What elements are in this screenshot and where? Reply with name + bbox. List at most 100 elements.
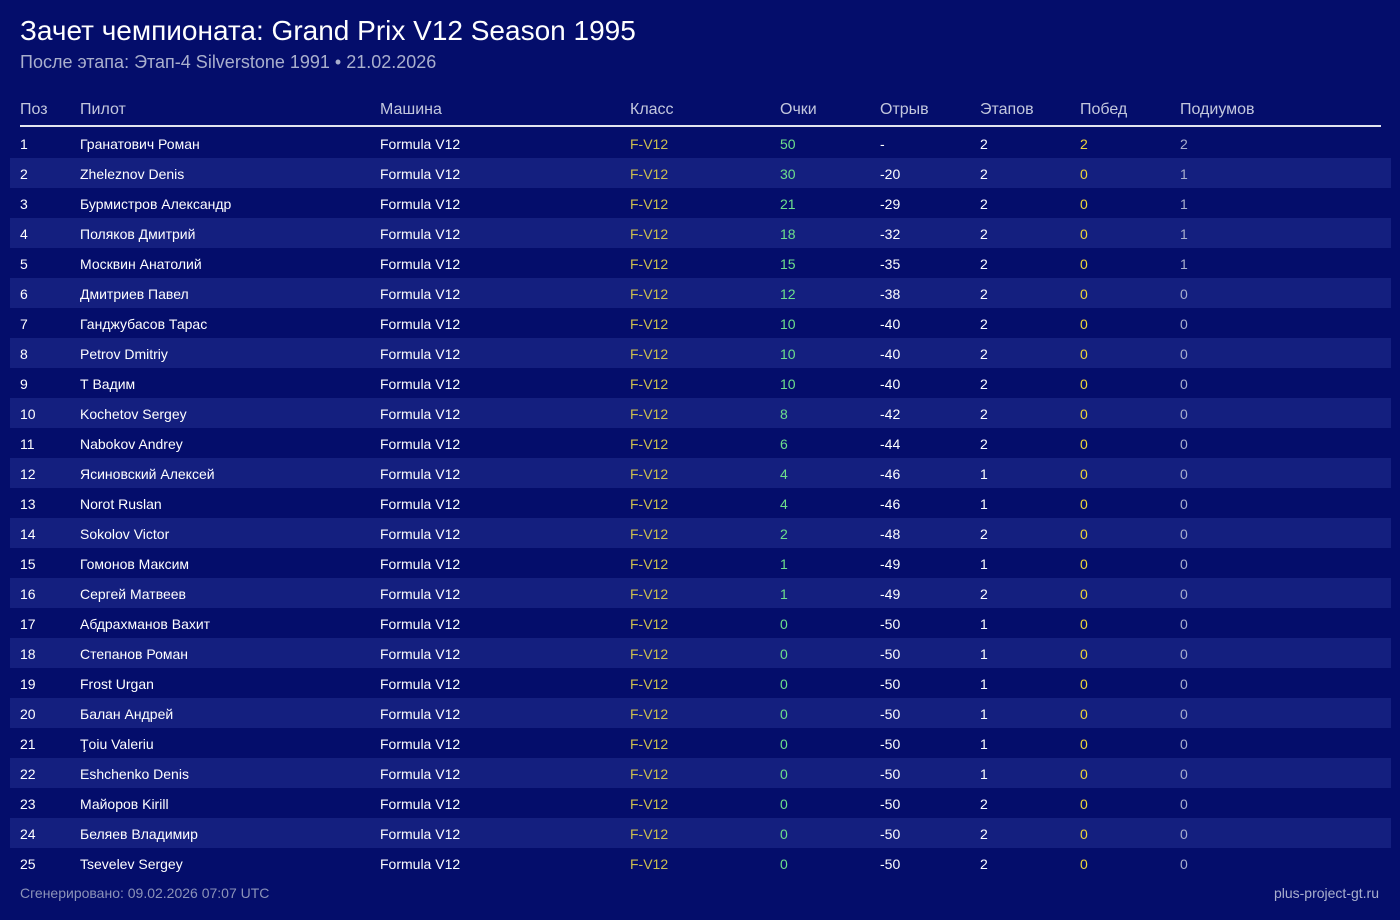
cell-gap: -50 — [880, 676, 901, 692]
cell-car: Formula V12 — [380, 346, 461, 362]
cell-points: 0 — [780, 646, 788, 662]
cell-car: Formula V12 — [380, 676, 461, 692]
cell-pos: 19 — [20, 676, 36, 692]
cell-stages: 2 — [980, 526, 988, 542]
cell-driver: Абдрахманов Вахит — [80, 616, 211, 632]
cell-points: 8 — [780, 406, 788, 422]
cell-wins: 0 — [1080, 556, 1088, 572]
column-header-driver: Пилот — [80, 101, 126, 118]
cell-stages: 2 — [980, 436, 988, 452]
table-row: 13 Norot Ruslan Formula V12 F-V12 4 -46 1 0 0 — [10, 488, 1391, 518]
cell-podiums: 0 — [1180, 376, 1188, 392]
cell-class: F-V12 — [630, 646, 669, 662]
cell-pos: 13 — [20, 496, 36, 512]
cell-gap: -50 — [880, 826, 901, 842]
cell-wins: 0 — [1080, 526, 1088, 542]
cell-stages: 1 — [980, 616, 988, 632]
cell-class: F-V12 — [630, 826, 669, 842]
cell-podiums: 0 — [1180, 316, 1188, 332]
cell-driver: Frost Urgan — [80, 676, 154, 692]
column-header-car: Машина — [380, 101, 442, 118]
cell-driver: Гомонов Максим — [80, 556, 190, 572]
table-row: 1 Гранатович Роман Formula V12 F-V12 50 - 2 2 2 — [10, 128, 1391, 158]
cell-class: F-V12 — [630, 136, 669, 152]
cell-points: 30 — [780, 166, 796, 182]
cell-gap: -50 — [880, 766, 901, 782]
cell-points: 0 — [780, 826, 788, 842]
cell-driver: Майоров Kirill — [80, 796, 169, 812]
cell-points: 1 — [780, 556, 788, 572]
cell-gap: -35 — [880, 256, 901, 272]
cell-driver: Гранатович Роман — [80, 136, 200, 152]
cell-car: Formula V12 — [380, 496, 461, 512]
cell-stages: 1 — [980, 496, 988, 512]
cell-car: Formula V12 — [380, 616, 461, 632]
cell-gap: -50 — [880, 616, 901, 632]
cell-class: F-V12 — [630, 196, 669, 212]
column-header-class: Класс — [630, 101, 674, 118]
cell-wins: 0 — [1080, 436, 1088, 452]
cell-podiums: 0 — [1180, 826, 1188, 842]
cell-points: 0 — [780, 856, 788, 872]
cell-wins: 0 — [1080, 796, 1088, 812]
cell-podiums: 0 — [1180, 466, 1188, 482]
column-header-pos: Поз — [20, 101, 48, 118]
cell-class: F-V12 — [630, 556, 669, 572]
column-header-gap: Отрыв — [880, 101, 929, 118]
cell-stages: 2 — [980, 346, 988, 362]
cell-wins: 0 — [1080, 766, 1088, 782]
cell-stages: 2 — [980, 286, 988, 302]
cell-class: F-V12 — [630, 256, 669, 272]
cell-car: Formula V12 — [380, 736, 461, 752]
cell-class: F-V12 — [630, 406, 669, 422]
cell-podiums: 1 — [1180, 166, 1188, 182]
cell-podiums: 0 — [1180, 556, 1188, 572]
cell-driver: Беляев Владимир — [80, 826, 198, 842]
cell-car: Formula V12 — [380, 316, 461, 332]
cell-class: F-V12 — [630, 706, 669, 722]
cell-driver: Petrov Dmitriy — [80, 346, 168, 362]
cell-driver: Nabokov Andrey — [80, 436, 183, 452]
cell-pos: 3 — [20, 196, 28, 212]
table-row: 15 Гомонов Максим Formula V12 F-V12 1 -49 1 0 0 — [10, 548, 1391, 578]
cell-points: 0 — [780, 676, 788, 692]
cell-stages: 1 — [980, 646, 988, 662]
table-row: 24 Беляев Владимир Formula V12 F-V12 0 -50 2 0 0 — [10, 818, 1391, 848]
cell-stages: 1 — [980, 466, 988, 482]
cell-car: Formula V12 — [380, 376, 461, 392]
column-header-podiums: Подиумов — [1180, 101, 1255, 118]
cell-driver: Norot Ruslan — [80, 496, 162, 512]
cell-podiums: 0 — [1180, 616, 1188, 632]
cell-pos: 24 — [20, 826, 36, 842]
table-row: 12 Ясиновский Алексей Formula V12 F-V12 4 -46… — [10, 458, 1391, 488]
cell-driver: Eshchenko Denis — [80, 766, 189, 782]
cell-wins: 0 — [1080, 376, 1088, 392]
cell-gap: -50 — [880, 856, 901, 872]
cell-stages: 2 — [980, 316, 988, 332]
site-label: plus-project-gt.ru — [1273, 885, 1379, 901]
cell-driver: Zheleznov Denis — [80, 166, 185, 182]
cell-car: Formula V12 — [380, 856, 461, 872]
cell-driver: Ганджубасов Тарас — [80, 316, 208, 332]
table-row: 5 Москвин Анатолий Formula V12 F-V12 15 -35 2 0… — [10, 248, 1391, 278]
cell-car: Formula V12 — [380, 826, 461, 842]
cell-stages: 2 — [980, 856, 988, 872]
cell-wins: 0 — [1080, 826, 1088, 842]
cell-gap: -50 — [880, 736, 901, 752]
cell-class: F-V12 — [630, 376, 669, 392]
cell-class: F-V12 — [630, 496, 669, 512]
cell-class: F-V12 — [630, 286, 669, 302]
cell-driver: Бурмистров Александр — [80, 196, 232, 212]
cell-stages: 2 — [980, 136, 988, 152]
cell-stages: 2 — [980, 796, 988, 812]
cell-stages: 2 — [980, 196, 988, 212]
cell-gap: -46 — [880, 496, 901, 512]
cell-gap: -38 — [880, 286, 901, 302]
cell-car: Formula V12 — [380, 526, 461, 542]
cell-gap: -40 — [880, 376, 901, 392]
cell-pos: 21 — [20, 736, 36, 752]
cell-gap: -50 — [880, 646, 901, 662]
cell-podiums: 0 — [1180, 526, 1188, 542]
cell-podiums: 0 — [1180, 856, 1188, 872]
